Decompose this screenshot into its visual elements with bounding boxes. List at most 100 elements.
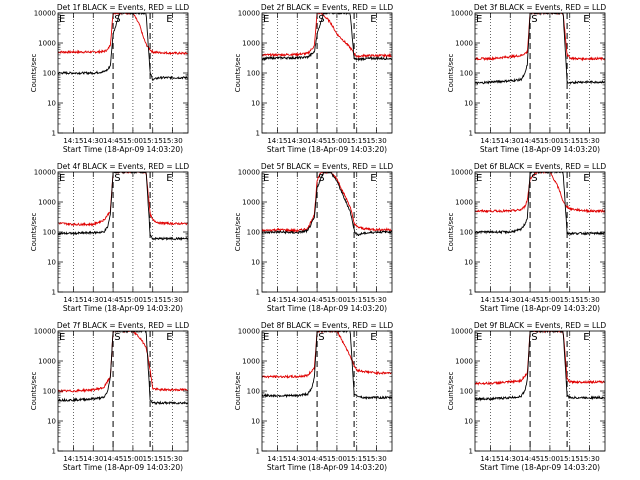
x-tick-label: 14:15: [267, 137, 287, 145]
y-tick-label: 1000: [38, 358, 56, 366]
x-tick-label: 14:45: [103, 137, 123, 145]
x-tick-label: 15:30: [162, 296, 182, 304]
marker-label-e: E: [59, 332, 65, 343]
x-tick-label: 15:00: [327, 455, 347, 463]
panel-title: Det 5f BLACK = Events, RED = LLD: [261, 162, 394, 171]
marker-label-s: S: [318, 173, 324, 184]
x-tick-label: 15:30: [579, 296, 599, 304]
marker-label-s: S: [114, 14, 120, 25]
y-tick-label: 10: [47, 100, 56, 108]
x-tick-label: 14:15: [63, 137, 83, 145]
marker-label-e: E: [166, 332, 172, 343]
y-axis-label: Counts/sec: [30, 54, 38, 93]
marker-label-e: E: [59, 14, 65, 25]
y-tick-label: 1: [469, 130, 473, 138]
y-tick-label: 1: [469, 448, 473, 456]
lld-series-line: [58, 331, 188, 393]
y-tick-label: 10: [47, 259, 56, 267]
x-tick-label: 14:30: [83, 137, 103, 145]
y-tick-label: 10: [464, 418, 473, 426]
y-tick-label: 1000: [38, 199, 56, 207]
x-tick-label: 14:45: [520, 296, 540, 304]
lld-series-line: [262, 172, 392, 233]
x-tick-label: 14:15: [480, 455, 500, 463]
marker-label-s: S: [114, 173, 120, 184]
marker-label-e: E: [263, 14, 269, 25]
panel-title: Det 6f BLACK = Events, RED = LLD: [474, 162, 607, 171]
y-tick-label: 100: [460, 70, 473, 78]
x-axis-label: Start Time (18-Apr-09 14:03:20): [267, 304, 387, 313]
plot-area: [262, 13, 392, 62]
lld-series-line: [475, 13, 605, 62]
x-tick-label: 15:15: [143, 455, 163, 463]
x-axis-label: Start Time (18-Apr-09 14:03:20): [63, 304, 183, 313]
y-tick-label: 1: [52, 289, 56, 297]
marker-label-s: S: [318, 332, 324, 343]
y-tick-label: 10: [47, 418, 56, 426]
x-tick-label: 15:00: [123, 455, 143, 463]
panel-5: Det 5f BLACK = Events, RED = LLD 1 10 100 10…: [234, 162, 393, 313]
lld-series-line: [475, 172, 605, 214]
x-tick-label: 14:30: [500, 455, 520, 463]
panel-title: Det 2f BLACK = Events, RED = LLD: [261, 3, 394, 12]
marker-label-e: E: [476, 173, 482, 184]
events-series-line: [58, 13, 188, 82]
x-tick-label: 14:30: [500, 296, 520, 304]
x-tick-label: 14:15: [267, 455, 287, 463]
lld-series-line: [262, 13, 392, 59]
y-axis-label: Counts/sec: [447, 213, 455, 252]
y-tick-label: 10000: [34, 10, 56, 18]
marker-label-s: S: [531, 332, 537, 343]
marker-label-e: E: [263, 332, 269, 343]
x-tick-label: 14:30: [287, 137, 307, 145]
x-axis-label: Start Time (18-Apr-09 14:03:20): [480, 463, 600, 472]
marker-label-e: E: [166, 173, 172, 184]
y-tick-label: 1000: [242, 199, 260, 207]
plot-area: [262, 331, 392, 401]
x-tick-label: 14:30: [83, 455, 103, 463]
panel-title: Det 1f BLACK = Events, RED = LLD: [57, 3, 190, 12]
marker-label-e: E: [476, 14, 482, 25]
x-tick-label: 14:30: [287, 296, 307, 304]
y-tick-label: 10: [464, 100, 473, 108]
x-tick-label: 14:45: [307, 137, 327, 145]
plot-area: [262, 172, 392, 236]
y-tick-label: 10000: [34, 169, 56, 177]
y-axis-label: Counts/sec: [30, 213, 38, 252]
y-tick-label: 1: [52, 130, 56, 138]
plot-area: [475, 13, 605, 85]
lld-series-line: [475, 331, 605, 386]
y-tick-label: 100: [247, 388, 260, 396]
x-tick-label: 14:15: [480, 137, 500, 145]
x-tick-label: 14:45: [103, 455, 123, 463]
x-axis-label: Start Time (18-Apr-09 14:03:20): [267, 145, 387, 154]
y-tick-label: 10000: [451, 169, 473, 177]
x-tick-label: 15:30: [366, 296, 386, 304]
marker-label-s: S: [531, 14, 537, 25]
marker-label-e: E: [583, 173, 589, 184]
marker-label-e: E: [166, 14, 172, 25]
y-tick-label: 1000: [242, 40, 260, 48]
x-axis-label: Start Time (18-Apr-09 14:03:20): [63, 463, 183, 472]
events-series-line: [58, 331, 188, 406]
events-series-line: [475, 13, 605, 85]
x-tick-label: 15:15: [347, 137, 367, 145]
panel-2: Det 2f BLACK = Events, RED = LLD 1 10 100 10…: [234, 3, 393, 154]
x-tick-label: 15:15: [347, 455, 367, 463]
events-series-line: [475, 172, 605, 236]
y-tick-label: 1: [256, 289, 260, 297]
x-tick-label: 14:15: [63, 455, 83, 463]
y-tick-label: 1: [256, 130, 260, 138]
x-tick-label: 15:00: [540, 137, 560, 145]
plot-area: [58, 331, 188, 406]
panel-9: Det 9f BLACK = Events, RED = LLD 1 10 100 10…: [447, 321, 606, 472]
x-axis-label: Start Time (18-Apr-09 14:03:20): [480, 304, 600, 313]
plot-frame: [474, 330, 606, 452]
x-axis-label: Start Time (18-Apr-09 14:03:20): [63, 145, 183, 154]
y-tick-label: 1000: [455, 358, 473, 366]
y-axis-label: Counts/sec: [234, 213, 242, 252]
y-tick-label: 100: [460, 388, 473, 396]
plot-frame: [261, 330, 393, 452]
x-tick-label: 15:15: [560, 296, 580, 304]
